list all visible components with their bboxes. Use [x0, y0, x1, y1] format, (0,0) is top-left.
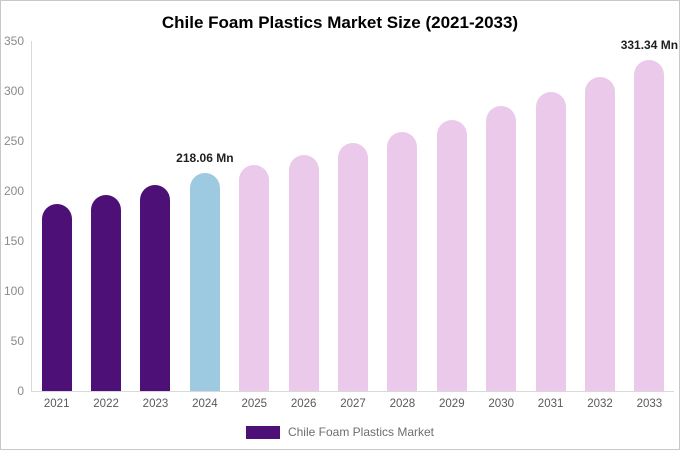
x-tick-label: 2023 [142, 398, 169, 410]
bar-slot: 2024 218.06 Mn [176, 41, 233, 410]
x-tick-label: 2027 [340, 398, 366, 410]
bar-2029 [436, 120, 467, 391]
legend-label: Chile Foam Plastics Market [287, 425, 435, 439]
bar-slot: 2026 [279, 41, 328, 410]
bar-2033 [634, 59, 665, 391]
legend-swatch [245, 425, 280, 439]
legend: Chile Foam Plastics Market [1, 425, 679, 439]
bar-2028 [387, 132, 418, 391]
x-tick-label: 2022 [93, 398, 119, 410]
bar-2022 [91, 195, 122, 391]
chart-title: Chile Foam Plastics Market Size (2021-20… [161, 13, 519, 32]
y-tick-label: 0 [17, 384, 24, 398]
y-tick-label: 50 [10, 334, 24, 348]
plot-area: 2021 2022 2023 2024 218.06 Mn 2025 2026 2027 202… [31, 38, 678, 410]
bar-2025 [239, 165, 270, 391]
bar-2024 [189, 172, 220, 391]
value-label: 331.34 Mn [620, 37, 679, 52]
y-tick-label: 300 [3, 84, 24, 98]
bar-2026 [288, 155, 319, 391]
x-tick-label: 2026 [290, 398, 317, 410]
bar-slot: 2025 [230, 41, 279, 410]
x-tick-label: 2021 [43, 398, 70, 410]
x-tick-label: 2030 [488, 398, 514, 410]
bar-2023 [140, 185, 171, 391]
bar-slot: 2032 [575, 41, 624, 410]
x-tick-label: 2024 [192, 398, 218, 410]
bar-slot: 2031 [526, 41, 575, 410]
y-tick-label: 250 [3, 134, 24, 148]
bar-2031 [535, 92, 566, 391]
bar-2030 [486, 106, 517, 391]
y-tick-label: 100 [3, 284, 24, 298]
x-tick-label: 2029 [439, 398, 465, 410]
y-tick-label: 150 [3, 234, 24, 248]
bar-slot: 2033 331.34 Mn [621, 38, 678, 410]
y-tick-label: 200 [3, 184, 24, 198]
bar-slot: 2028 [378, 41, 427, 410]
y-axis: 0 50 100 150 200 250 300 350 [1, 34, 27, 398]
bar-slot: 2022 [81, 41, 130, 410]
bar-slot: 2027 [328, 41, 377, 410]
x-tick-label: 2033 [636, 398, 663, 410]
bar-slot: 2023 [131, 41, 180, 410]
x-tick-label: 2028 [389, 398, 416, 410]
y-tick-label: 350 [3, 34, 24, 48]
x-tick-label: 2025 [241, 398, 268, 410]
bar-slot: 2030 [477, 41, 526, 410]
bar-slot: 2029 [427, 41, 476, 410]
bar-2021 [41, 204, 72, 391]
bar-2032 [584, 77, 615, 391]
x-tick-label: 2032 [587, 398, 613, 410]
bar-2027 [338, 143, 369, 391]
bar-slot: 2021 [32, 41, 81, 410]
value-label: 218.06 Mn [176, 150, 234, 165]
x-tick-label: 2031 [537, 398, 564, 410]
